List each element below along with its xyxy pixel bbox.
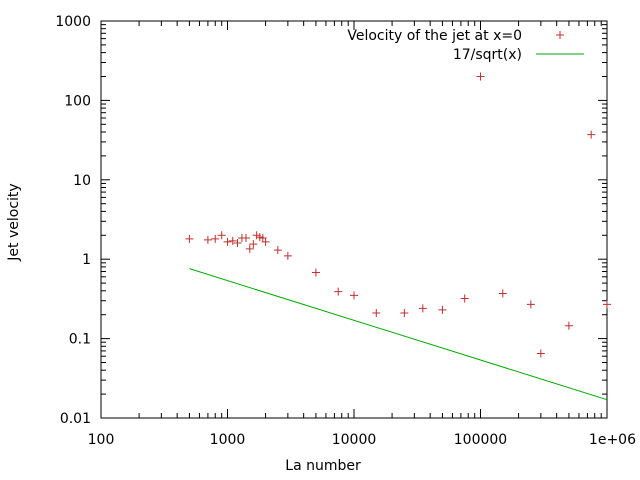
data-point	[498, 289, 507, 298]
data-point	[217, 231, 226, 240]
data-point	[334, 287, 343, 296]
x-axis-label: La number	[285, 458, 361, 474]
data-point	[283, 251, 292, 260]
fit-line-series	[189, 268, 608, 401]
legend-marker-scatter	[556, 31, 564, 39]
scatter-series	[185, 72, 611, 358]
data-point	[526, 300, 535, 309]
x-tick-label: 100	[88, 432, 115, 448]
y-axis-ticks: 0.01 0.1 1 10 100 1000	[55, 14, 607, 427]
fit-line	[189, 268, 608, 401]
y-tick-label: 100	[64, 93, 91, 109]
data-point	[241, 233, 250, 242]
data-point	[223, 237, 232, 246]
data-point	[536, 349, 545, 358]
data-point	[185, 234, 194, 243]
data-point	[249, 240, 258, 249]
data-point	[603, 300, 611, 309]
data-point	[273, 246, 282, 255]
data-point	[587, 130, 596, 139]
plot-area	[100, 20, 608, 419]
y-tick-label: 1	[82, 252, 91, 268]
data-point	[564, 321, 573, 330]
x-tick-label: 1000	[210, 432, 246, 448]
data-point	[438, 305, 447, 314]
y-tick-label: 10	[73, 173, 91, 189]
y-tick-label: 1000	[55, 14, 91, 30]
data-point	[245, 244, 254, 253]
x-tick-label: 1e+06	[589, 432, 636, 448]
data-point	[460, 294, 469, 303]
data-point	[372, 309, 381, 318]
data-point	[476, 72, 485, 81]
legend-label-scatter: Velocity of the jet at x=0	[347, 28, 522, 44]
data-point	[228, 236, 237, 245]
legend-label-line: 17/sqrt(x)	[453, 47, 522, 63]
x-tick-label: 100000	[454, 432, 507, 448]
legend: Velocity of the jet at x=0 17/sqrt(x)	[347, 28, 584, 63]
data-point	[311, 268, 320, 277]
x-axis-ticks: 100 1000 10000 100000 1e+06	[88, 21, 636, 448]
data-point	[211, 234, 220, 243]
data-point	[418, 304, 427, 313]
x-tick-label: 10000	[332, 432, 377, 448]
y-axis-label: Jet velocity	[6, 183, 22, 261]
data-point	[203, 235, 212, 244]
data-point	[233, 238, 242, 247]
y-tick-label: 0.1	[69, 332, 91, 348]
data-point	[261, 237, 270, 246]
data-point	[350, 291, 358, 300]
data-point	[400, 309, 409, 318]
y-tick-label: 0.01	[60, 411, 91, 427]
